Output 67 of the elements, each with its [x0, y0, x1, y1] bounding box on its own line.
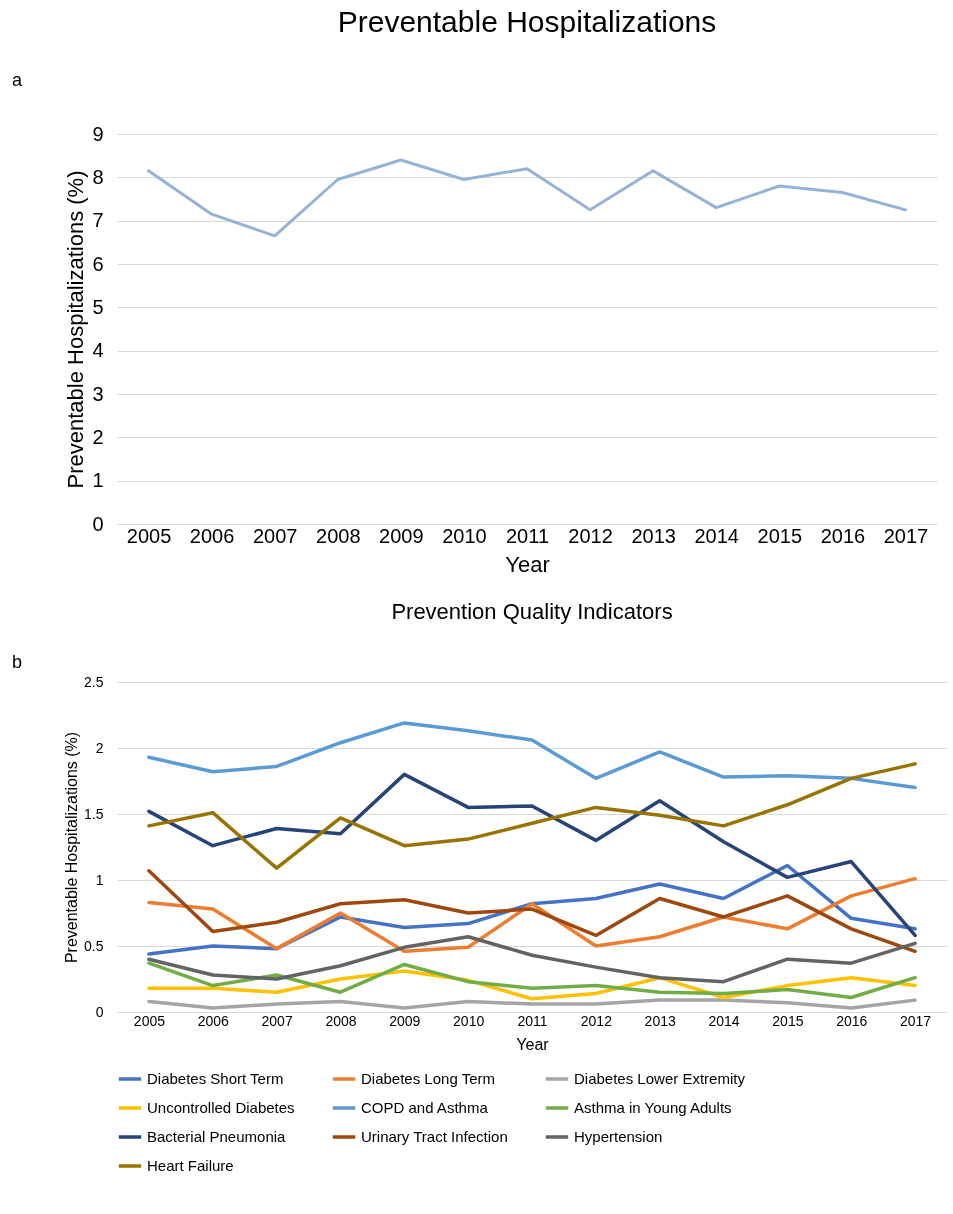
x-tick-label: 2005	[126, 524, 172, 547]
x-tick-label: 2005	[133, 1012, 166, 1029]
text: b	[12, 652, 23, 672]
y-tick-label: 1.5	[84, 805, 104, 822]
legend-label: Bacterial Pneumonia	[147, 1128, 287, 1145]
x-tick-label: 2014	[694, 524, 739, 547]
y-tick-label: 3	[92, 382, 104, 405]
line-series	[147, 998, 917, 1010]
x-tick-label: 2006	[197, 1012, 230, 1029]
legend-label: Diabetes Short Term	[147, 1070, 284, 1087]
x-tick-label: 2007	[252, 524, 298, 547]
y-axis-title: Preventable Hospitalizations (%)	[63, 731, 81, 964]
legend-label: Diabetes Long Term	[361, 1070, 495, 1087]
y-tick-label: 0.5	[84, 937, 104, 954]
y-tick-label: 2.5	[84, 673, 104, 690]
line-series	[147, 961, 917, 1000]
x-tick-label: 2017	[883, 524, 929, 547]
line-series	[147, 935, 917, 984]
x-tick-label: 2009	[379, 524, 424, 547]
legend-label: Heart Failure	[147, 1157, 234, 1174]
y-tick-label: 0	[95, 1003, 104, 1020]
line-series	[147, 158, 907, 238]
x-tick-label: 2016	[820, 524, 866, 547]
y-tick-label: 1	[95, 871, 104, 888]
legend-label: Hypertension	[574, 1128, 663, 1145]
y-tick-label: 9	[92, 122, 104, 145]
x-tick-label: 2017	[900, 1012, 932, 1029]
legend-label: Diabetes Lower Extremity	[574, 1070, 746, 1087]
x-tick-label: 2010	[442, 524, 487, 547]
x-tick-label: 2012	[580, 1012, 613, 1029]
line-series	[147, 762, 917, 870]
legend-label: COPD and Asthma	[361, 1099, 489, 1116]
chart-title: Prevention Quality Indicators	[391, 599, 673, 624]
y-tick-label: 8	[92, 165, 104, 188]
x-tick-label: 2010	[453, 1012, 485, 1029]
legend-label: Urinary Tract Infection	[361, 1128, 508, 1145]
x-tick-label: 2011	[505, 524, 550, 547]
x-tick-label: 2015	[772, 1012, 804, 1029]
x-tick-label: 2007	[261, 1012, 293, 1029]
y-tick-label: 6	[92, 252, 104, 275]
legend-label: Asthma in Young Adults	[574, 1099, 732, 1116]
x-axis-title: Year	[516, 1035, 550, 1053]
x-tick-label: 2013	[631, 524, 676, 547]
line-series	[147, 772, 917, 938]
x-axis-title: Year	[505, 551, 550, 577]
x-tick-label: 2013	[644, 1012, 676, 1029]
x-tick-label: 2015	[757, 524, 803, 547]
y-tick-label: 4	[92, 339, 104, 362]
y-tick-label: 5	[92, 295, 104, 318]
x-tick-label: 2012	[568, 524, 613, 547]
x-tick-label: 2016	[836, 1012, 868, 1029]
legend-label: Uncontrolled Diabetes	[147, 1099, 295, 1116]
x-tick-label: 2006	[189, 524, 235, 547]
y-tick-label: 7	[92, 209, 104, 232]
text: a	[12, 70, 23, 90]
y-axis-title: Preventable Hospitalizations (%)	[63, 170, 89, 489]
x-tick-label: 2014	[708, 1012, 740, 1029]
x-tick-label: 2011	[517, 1012, 548, 1029]
y-tick-label: 2	[95, 739, 104, 756]
x-tick-label: 2009	[389, 1012, 421, 1029]
y-tick-label: 2	[92, 425, 104, 448]
line-series	[147, 721, 917, 790]
y-tick-label: 1	[92, 469, 104, 492]
y-tick-label: 0	[92, 512, 104, 535]
x-tick-label: 2008	[316, 524, 361, 547]
chart-title: Preventable Hospitalizations	[337, 5, 717, 38]
x-tick-label: 2008	[325, 1012, 357, 1029]
